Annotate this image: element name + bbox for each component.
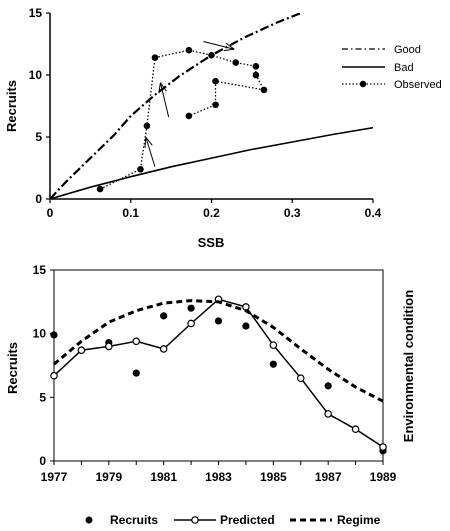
bottom-x-tick-label: 1989 — [370, 470, 397, 484]
top-y-tick-label: 0 — [35, 192, 42, 206]
top-x-tick-label: 0 — [47, 206, 54, 220]
bottom-y2-axis-label: Environmental condition — [401, 290, 416, 442]
bottom-predicted-point — [50, 371, 58, 380]
top-trajectory-arrow — [146, 138, 156, 167]
top-y-axis-label: Recruits — [4, 80, 19, 132]
bottom-y-tick-label: 5 — [39, 390, 46, 404]
legend-observed-marker — [359, 80, 367, 88]
legend-predicted-label: Predicted — [220, 513, 275, 527]
top-x-tick-label: 0.1 — [122, 206, 139, 220]
bottom-y-axis-label: Recruits — [5, 342, 20, 394]
bottom-y-tick-label: 0 — [39, 454, 46, 468]
bottom-predicted-point — [324, 410, 332, 418]
bottom-predicted-point — [296, 374, 305, 383]
top-y-tick-label: 5 — [35, 130, 42, 144]
top-observed-point — [232, 59, 240, 66]
top-series-line-good — [50, 13, 304, 199]
top-series-line-observed — [99, 49, 266, 190]
top-observed-point — [212, 77, 219, 85]
top-plot-series — [50, 13, 373, 199]
bottom-recruits-point — [132, 369, 140, 377]
bottom-x-tick-label: 1977 — [41, 470, 68, 484]
bottom-chart: 1977 1979 1981 1983 1985 1987 1989 0 5 10 15 Recru… — [5, 263, 416, 527]
top-x-tick-label: 0.4 — [365, 206, 382, 220]
bottom-recruits-point — [324, 382, 332, 390]
top-observed-point — [260, 86, 268, 94]
top-observed-point — [252, 63, 260, 70]
top-series-line-bad — [50, 126, 373, 199]
bottom-x-tick-label: 1985 — [260, 470, 287, 484]
top-legend: Good Bad Observed — [342, 44, 442, 91]
bottom-ticks: 1977 1979 1981 1983 1985 1987 1989 0 5 10 15 — [33, 263, 397, 484]
bottom-x-tick-label: 1983 — [205, 470, 232, 484]
bottom-predicted-point — [269, 341, 278, 349]
top-observed-point — [212, 101, 219, 109]
bottom-recruits-point — [187, 304, 195, 312]
bottom-y-tick-label: 15 — [33, 263, 47, 277]
bottom-predicted-point — [159, 345, 168, 353]
top-trajectory-arrow — [161, 84, 170, 118]
top-x-tick-label: 0.2 — [203, 206, 220, 220]
bottom-legend: Recruits Predicted Regime — [85, 513, 381, 527]
top-x-axis-label: SSB — [198, 235, 225, 250]
top-observed-point — [185, 46, 193, 54]
bottom-predicted-point — [105, 342, 113, 351]
bottom-series-line-regime — [53, 299, 384, 403]
bottom-x-tick-label: 1987 — [315, 470, 342, 484]
bottom-predicted-point — [77, 346, 86, 355]
bottom-recruits-point — [214, 317, 223, 325]
legend-observed-label: Observed — [394, 79, 442, 91]
bottom-x-tick-label: 1981 — [150, 470, 177, 484]
top-y-tick-label: 15 — [29, 6, 43, 20]
legend-good-label: Good — [394, 44, 421, 56]
top-chart: 0 0.1 0.2 0.3 0.4 0 5 10 15 SSB Recruits Good Ba… — [4, 6, 442, 250]
bottom-recruits-point — [160, 312, 168, 320]
top-observed-point — [185, 112, 193, 120]
bottom-plot-series — [50, 295, 387, 455]
legend-recruits-marker — [85, 516, 93, 524]
bottom-y-tick-label: 10 — [33, 327, 47, 341]
bottom-recruits-point — [50, 331, 58, 339]
legend-regime-label: Regime — [337, 513, 381, 527]
top-observed-point — [143, 122, 151, 130]
top-y-tick-label: 10 — [29, 68, 43, 82]
top-trajectory-arrow — [203, 41, 233, 49]
bottom-x-tick-label: 1979 — [95, 470, 122, 484]
legend-predicted-marker — [191, 516, 199, 524]
top-observed-point — [208, 51, 215, 59]
top-x-tick-label: 0.3 — [284, 206, 301, 220]
bottom-predicted-point — [379, 443, 387, 451]
bottom-predicted-point — [132, 337, 141, 346]
top-observed-point — [151, 54, 159, 61]
top-observed-point — [137, 165, 144, 173]
top-observed-point — [252, 71, 260, 79]
bottom-predicted-point — [187, 319, 195, 328]
bottom-recruits-point — [242, 322, 250, 330]
top-ticks: 0 0.1 0.2 0.3 0.4 0 5 10 15 — [29, 6, 382, 220]
legend-bad-label: Bad — [394, 62, 414, 74]
bottom-predicted-point — [351, 425, 360, 433]
top-observed-point — [96, 185, 104, 193]
legend-recruits-label: Recruits — [110, 513, 158, 527]
bottom-recruits-point — [269, 360, 277, 368]
